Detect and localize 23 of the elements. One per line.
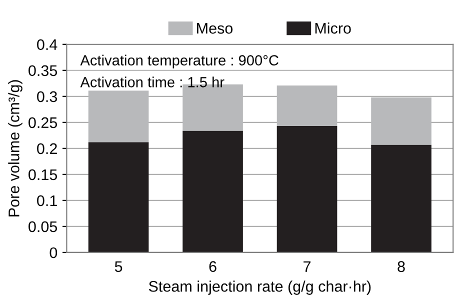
bar	[371, 144, 432, 252]
bar	[182, 130, 243, 252]
x-tick-label: 5	[114, 261, 122, 272]
y-tick-label: 0.3	[37, 91, 58, 102]
y-tick-label: 0.05	[28, 221, 58, 232]
y-tick-label: 0.15	[28, 169, 58, 180]
x-tick-label: 6	[209, 261, 216, 272]
annotation: Activation temperature : 900°C	[80, 54, 278, 68]
x-tick-label: 7	[304, 261, 311, 272]
y-tick-label: 0	[50, 247, 58, 258]
y-tick-label: 0.35	[28, 65, 58, 76]
y-tick-label: 0.4	[37, 39, 58, 50]
bar	[88, 142, 149, 252]
y-tick-label: 0.2	[37, 143, 57, 154]
legend-label: Meso	[197, 23, 233, 34]
bar	[276, 126, 338, 252]
annotation: Activation time : 1.5 hr	[80, 76, 224, 88]
x-tick-label: 8	[398, 261, 405, 272]
y-axis-title: Pore volume (cm³/g)	[8, 80, 22, 216]
x-axis-title: Steam injection rate (g/g char·hr)	[148, 280, 371, 295]
y-tick-label: 0.1	[37, 195, 57, 206]
legend-label: Micro	[315, 22, 351, 34]
y-tick-label: 0.25	[28, 117, 58, 128]
